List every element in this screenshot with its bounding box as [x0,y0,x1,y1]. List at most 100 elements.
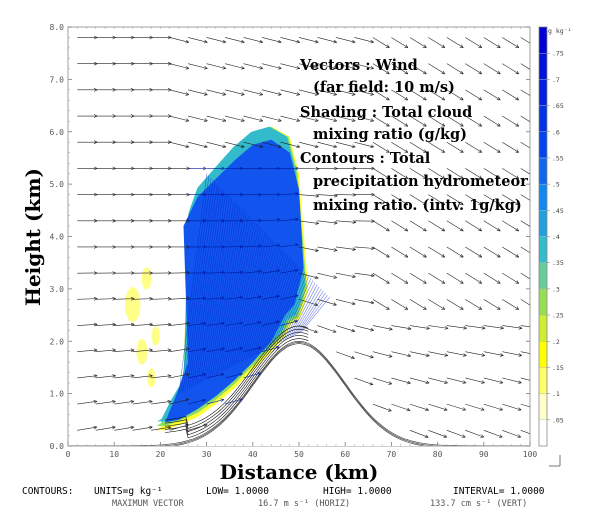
wind-vector-head [422,254,427,258]
wind-vector-head [315,221,319,225]
wind-vector-head [240,39,245,44]
wind-vector [77,426,97,431]
wind-vector [502,115,519,127]
wind-vector [280,115,300,122]
wind-vector-head [518,353,522,357]
wind-vector-head [259,65,263,70]
wind-vector [354,351,374,358]
wind-vector-head [167,348,172,353]
wind-vector [483,377,504,384]
wind-vector [483,63,501,75]
wind-vector [428,299,445,310]
wind-vector-head [369,381,374,386]
wind-vector [409,194,427,206]
wind-vector [372,246,390,258]
wind-vector [95,349,116,353]
colorbar-tick-label: .55 [552,154,564,162]
wind-vector-head [351,328,356,333]
footer-low: LOW= 1.0000 [206,486,269,497]
wind-vector [225,271,244,274]
wind-vector-head [441,123,446,127]
colorbar-segment [538,131,548,159]
wind-vector-head [313,329,318,333]
wind-vector-head [296,65,300,70]
wind-vector [298,63,319,69]
wind-vector [225,297,243,300]
wind-vector-head [463,326,467,330]
wind-vector-head [534,150,537,153]
wind-vector [280,37,300,43]
wind-vector [520,220,530,227]
wind-vector-head [496,123,501,127]
wind-vector-head [370,118,374,122]
wind-vector [335,89,356,95]
wind-vector-head [404,96,409,101]
wind-vector-head [534,71,537,74]
wind-vector-head [385,123,390,127]
wind-vector [169,63,189,69]
wind-vector-head [220,398,225,403]
cloud-stripe [251,246,280,358]
wind-vector-head [203,423,208,428]
wind-vector [391,141,409,153]
wind-vector-head [496,44,501,48]
cloud-stripe [195,190,224,386]
wind-vector-head [294,319,298,324]
cloud-stripe [292,288,322,337]
wind-vector-head [222,144,227,149]
wind-vector-head [295,192,299,196]
wind-vector [428,115,445,127]
colorbar-tick-label: .65 [552,102,564,110]
cloud-stripe [238,234,268,364]
cloud-stripe [184,179,214,391]
wind-vector-head [481,380,485,384]
wind-vector [391,299,409,310]
wind-vector [446,403,466,411]
cloud-stripe [265,261,295,350]
wind-vector [354,141,374,148]
wind-vector [261,63,282,69]
wind-vector-head [404,44,409,48]
cloud-stripe [180,175,210,393]
annotation-contours: Contours : Total [300,150,431,167]
wind-vector [391,377,411,384]
axis-orientation-icon [549,455,561,467]
wind-vector-head [93,348,98,353]
wind-vector [317,37,337,43]
wind-vector-head [238,372,243,377]
wind-vector-head [350,355,355,360]
wind-vector [188,424,208,431]
wind-vector [354,377,374,385]
wind-vector-head [186,321,190,326]
wind-vector-head [202,270,207,275]
wind-vector [169,373,190,379]
wind-vector-head [203,92,208,96]
wind-vector [428,194,445,206]
wind-vector [428,377,448,384]
wind-vector [225,37,245,43]
wind-vector-head [149,322,153,327]
wind-vector-head [534,123,537,126]
wind-vector-head [385,149,390,153]
wind-vector-head [296,39,300,44]
colorbar-segment [538,367,548,394]
wind-vector-head [478,44,483,48]
cloud-stripe [201,196,231,383]
wind-vector [502,141,519,153]
wind-vector-head [167,400,172,404]
colorbar-segment [538,52,548,80]
wind-vector-head [478,201,483,206]
wind-vector-head [296,92,300,96]
wind-vector [428,141,445,153]
wind-vector-head [276,269,280,273]
wind-vector [188,297,207,300]
wind-vector [409,89,427,101]
wind-vector-head [425,407,429,411]
wind-vector [428,168,445,179]
wind-vector [280,63,300,69]
wind-vector [502,430,521,438]
wind-vector-head [407,326,412,331]
wind-vector-head [459,254,464,258]
wind-vector-head [352,220,357,224]
wind-vector-head [518,326,523,330]
